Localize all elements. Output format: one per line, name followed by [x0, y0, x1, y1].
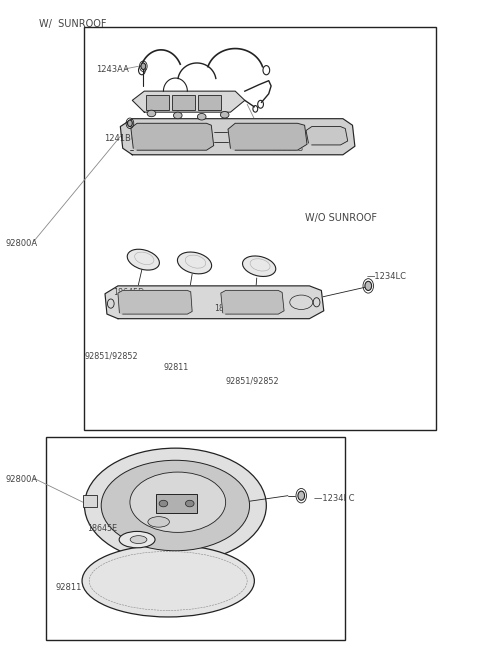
Ellipse shape [119, 532, 155, 548]
Text: 92811: 92811 [56, 583, 82, 592]
Text: 92851/92852: 92851/92852 [226, 376, 279, 386]
Bar [146, 95, 168, 110]
Bar [172, 95, 195, 110]
Text: 1241BC: 1241BC [104, 134, 136, 143]
Polygon shape [118, 290, 192, 314]
Polygon shape [221, 290, 284, 314]
Text: 1243AA: 1243AA [96, 65, 129, 74]
Ellipse shape [147, 110, 156, 117]
Polygon shape [132, 91, 245, 112]
Text: 18645D: 18645D [113, 288, 144, 297]
Text: 18645E: 18645E [158, 301, 189, 310]
Circle shape [298, 491, 305, 500]
Ellipse shape [197, 114, 206, 120]
Circle shape [141, 63, 146, 70]
Ellipse shape [185, 500, 194, 507]
Ellipse shape [159, 500, 168, 507]
Ellipse shape [84, 448, 266, 563]
Ellipse shape [178, 252, 212, 274]
Bar [84, 27, 436, 430]
Ellipse shape [101, 461, 250, 551]
Ellipse shape [127, 249, 159, 270]
Ellipse shape [290, 295, 313, 309]
Ellipse shape [130, 472, 226, 532]
Text: 92800A: 92800A [5, 475, 37, 484]
Text: 92811: 92811 [163, 363, 189, 373]
Polygon shape [306, 127, 348, 145]
Text: W/  SUNROOF: W/ SUNROOF [39, 18, 107, 29]
Polygon shape [120, 119, 355, 155]
Text: —1234LC: —1234LC [367, 271, 407, 281]
Text: 92851/92852: 92851/92852 [84, 351, 138, 361]
Text: —1234I C: —1234I C [314, 495, 355, 503]
Text: 18645E: 18645E [87, 524, 117, 533]
Circle shape [365, 281, 372, 290]
Ellipse shape [220, 112, 229, 118]
Text: 92800A: 92800A [5, 238, 37, 248]
Polygon shape [105, 286, 324, 319]
Polygon shape [228, 124, 307, 150]
Ellipse shape [242, 256, 276, 277]
Ellipse shape [148, 516, 169, 527]
Text: 18645D: 18645D [214, 304, 245, 313]
Polygon shape [131, 124, 214, 150]
Text: W/O SUNROOF: W/O SUNROOF [305, 214, 377, 223]
Bar [46, 437, 345, 640]
Bar [198, 95, 221, 110]
Circle shape [128, 120, 132, 127]
Ellipse shape [82, 545, 254, 617]
Ellipse shape [130, 535, 147, 543]
Bar [83, 495, 97, 507]
Ellipse shape [173, 112, 182, 119]
Text: 92812B: 92812B [271, 144, 303, 152]
Bar [156, 493, 197, 513]
